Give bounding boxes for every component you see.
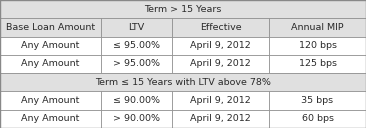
Bar	[0, 18, 101, 37]
Bar	[172, 37, 269, 55]
Bar	[0, 55, 101, 73]
Text: > 95.00%: > 95.00%	[113, 60, 160, 68]
Text: 60 bps: 60 bps	[302, 114, 333, 123]
Bar	[172, 91, 269, 110]
Text: ≤ 90.00%: ≤ 90.00%	[113, 96, 160, 105]
Bar	[101, 110, 172, 128]
Text: ≤ 95.00%: ≤ 95.00%	[113, 41, 160, 50]
Text: 125 bps: 125 bps	[299, 60, 336, 68]
Text: Any Amount: Any Amount	[21, 41, 79, 50]
Text: Base Loan Amount: Base Loan Amount	[6, 23, 95, 32]
Bar	[172, 18, 269, 37]
Bar	[0, 0, 366, 18]
Text: Effective: Effective	[200, 23, 241, 32]
Text: April 9, 2012: April 9, 2012	[190, 114, 251, 123]
Text: Any Amount: Any Amount	[21, 114, 79, 123]
Text: > 90.00%: > 90.00%	[113, 114, 160, 123]
Text: 120 bps: 120 bps	[299, 41, 336, 50]
Bar	[172, 110, 269, 128]
Text: April 9, 2012: April 9, 2012	[190, 96, 251, 105]
Text: April 9, 2012: April 9, 2012	[190, 60, 251, 68]
Text: Any Amount: Any Amount	[21, 96, 79, 105]
Bar	[269, 18, 366, 37]
Bar	[0, 91, 101, 110]
Text: Term > 15 Years: Term > 15 Years	[144, 5, 222, 14]
Bar	[269, 110, 366, 128]
Bar	[269, 55, 366, 73]
Bar	[269, 91, 366, 110]
Text: Any Amount: Any Amount	[21, 60, 79, 68]
Bar	[0, 73, 366, 91]
Bar	[101, 18, 172, 37]
Bar	[172, 55, 269, 73]
Bar	[0, 37, 101, 55]
Text: Annual MIP: Annual MIP	[291, 23, 344, 32]
Bar	[269, 37, 366, 55]
Text: 35 bps: 35 bps	[302, 96, 333, 105]
Bar	[101, 37, 172, 55]
Text: April 9, 2012: April 9, 2012	[190, 41, 251, 50]
Bar	[101, 55, 172, 73]
Text: Term ≤ 15 Years with LTV above 78%: Term ≤ 15 Years with LTV above 78%	[95, 78, 271, 87]
Bar	[0, 110, 101, 128]
Bar	[101, 91, 172, 110]
Text: LTV: LTV	[128, 23, 145, 32]
